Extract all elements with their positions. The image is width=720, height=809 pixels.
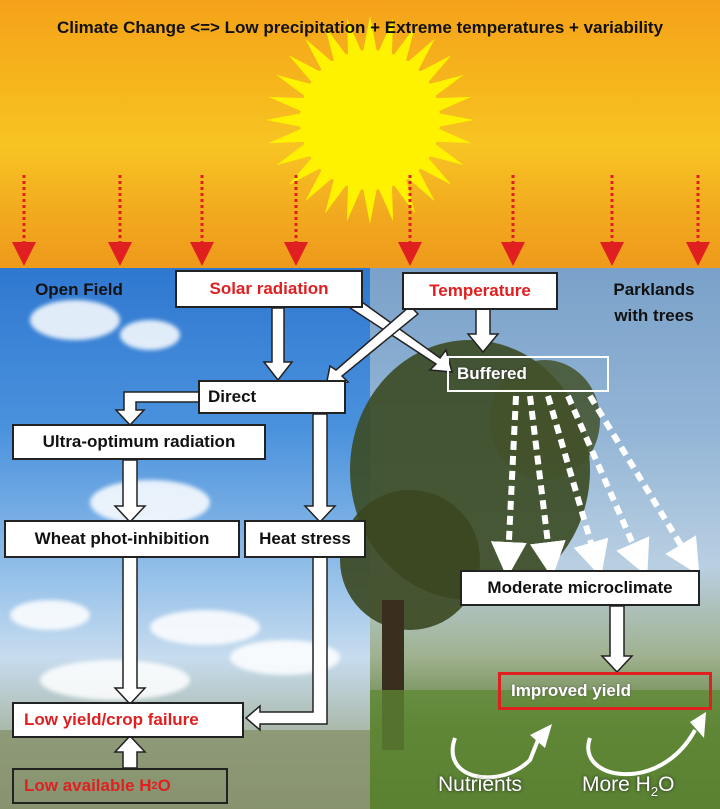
open-field-label: Open Field — [35, 280, 123, 299]
direct-node: Direct — [198, 380, 346, 414]
buffered-dashed-arrow — [545, 395, 609, 578]
buffered-dashed-arrow — [587, 394, 700, 576]
buffered-dashed-arrow — [490, 395, 527, 578]
diagram-title: Climate Change <=> Low precipitation + E… — [56, 18, 664, 37]
temperature-node: Temperature — [402, 272, 558, 310]
solar-radiation-node: Solar radiation — [175, 270, 363, 308]
buffered-dashed-arrow — [527, 395, 566, 578]
low-water-text-end: O — [157, 776, 171, 795]
low-water-subscript: 2 — [151, 780, 158, 792]
more-water-text: More H — [582, 773, 651, 796]
buffered-dashed-arrow — [565, 394, 650, 577]
heat-stress-node: Heat stress — [244, 520, 366, 558]
cloud — [90, 480, 210, 525]
cloud — [40, 660, 190, 700]
cloud — [10, 600, 90, 630]
ultra-optimum-radiation-node: Ultra-optimum radiation — [12, 424, 266, 460]
wheat-photoinhibition-node: Wheat phot-inhibition — [4, 520, 240, 558]
cloud — [30, 300, 120, 340]
parklands-label: Parklands with trees — [613, 280, 695, 325]
cloud — [150, 610, 260, 645]
improved-yield-node: Improved yield — [498, 672, 712, 710]
cloud — [120, 320, 180, 350]
more-water-label: More H2O — [582, 773, 674, 799]
more-water-text-end: O — [658, 773, 675, 796]
nutrients-label: Nutrients — [438, 773, 523, 796]
moderate-microclimate-node: Moderate microclimate — [460, 570, 700, 606]
buffered-node: Buffered — [447, 356, 609, 392]
low-water-text: Low available H — [24, 776, 152, 795]
low-yield-node: Low yield/crop failure — [12, 702, 244, 738]
more-water-subscript: 2 — [650, 784, 659, 800]
